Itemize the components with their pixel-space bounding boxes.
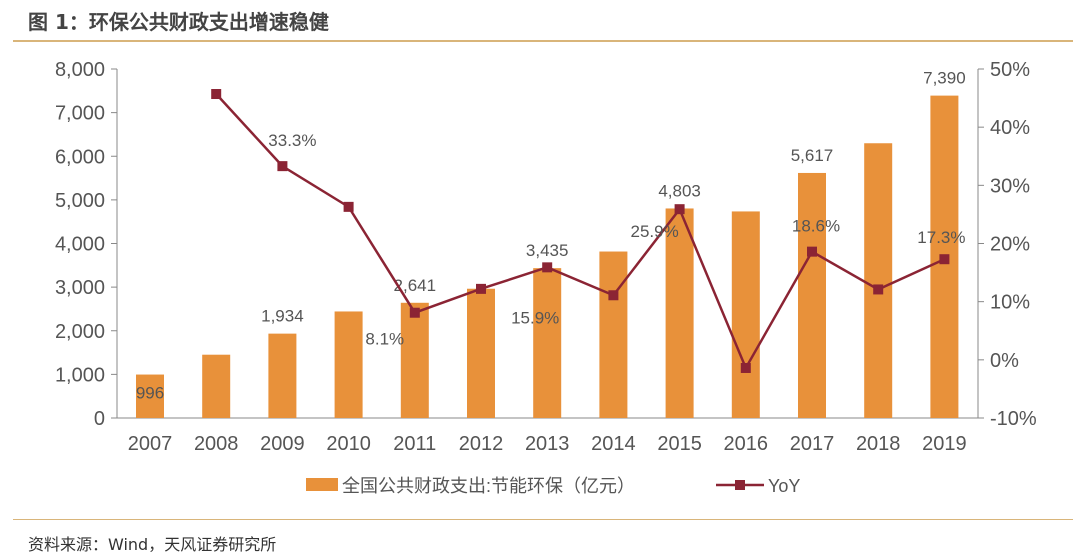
x-tick-label: 2015	[657, 433, 702, 455]
right-tick-label: 50%	[990, 59, 1030, 81]
yoy-marker-2015	[674, 204, 685, 215]
x-tick-label: 2013	[525, 433, 570, 455]
left-tick-label: 2,000	[55, 321, 105, 343]
yoy-marker-2009	[277, 161, 288, 172]
legend-line-label: YoY	[768, 476, 800, 496]
left-tick-label: 6,000	[55, 146, 105, 168]
left-tick-label: 5,000	[55, 190, 105, 212]
yoy-data-label: 8.1%	[365, 330, 404, 349]
bar-2018	[864, 143, 893, 418]
yoy-marker-2013	[542, 262, 553, 273]
bar-2016	[731, 211, 760, 418]
left-tick-label: 0	[94, 408, 105, 430]
x-tick-label: 2012	[459, 433, 504, 455]
yoy-marker-2014	[608, 290, 619, 301]
yoy-data-label: 25.9%	[630, 222, 678, 241]
x-tick-label: 2007	[128, 433, 173, 455]
left-tick-label: 4,000	[55, 234, 105, 256]
chart-title: 图 1：环保公共财政支出增速稳健	[28, 10, 329, 34]
x-tick-label: 2017	[790, 433, 835, 455]
x-tick-label: 2010	[326, 433, 371, 455]
bar-2008	[202, 354, 231, 418]
bar-2017	[798, 172, 826, 418]
bar-data-label: 5,617	[791, 146, 834, 165]
bar-data-label: 3,435	[526, 241, 569, 260]
yoy-data-label: 15.9%	[511, 308, 559, 327]
left-tick-label: 7,000	[55, 103, 105, 125]
left-tick-label: 8,000	[55, 59, 105, 81]
x-tick-label: 2014	[591, 433, 636, 455]
yoy-marker-2019	[939, 254, 950, 265]
bar-data-label: 996	[136, 384, 164, 403]
bar-2010	[334, 311, 363, 418]
x-tick-label: 2008	[194, 433, 239, 455]
yoy-marker-2012	[476, 283, 486, 294]
right-tick-label: 0%	[990, 350, 1019, 372]
right-tick-label: -10%	[990, 408, 1037, 430]
right-tick-label: 40%	[990, 117, 1030, 139]
bar-2015	[665, 208, 694, 418]
yoy-data-label: 17.3%	[917, 228, 965, 247]
left-tick-label: 1,000	[55, 364, 105, 386]
legend-bar-swatch	[306, 478, 338, 491]
yoy-line	[215, 93, 945, 371]
bar-2009	[268, 333, 297, 418]
bar-data-label: 1,934	[261, 307, 304, 326]
yoy-marker-2008	[211, 89, 222, 100]
yoy-marker-2017	[807, 246, 817, 257]
x-tick-label: 2009	[260, 433, 305, 455]
bar-2012	[467, 288, 495, 418]
bar-2011	[400, 302, 429, 418]
bar-data-label: 2,641	[394, 276, 437, 295]
left-tick-label: 3,000	[55, 277, 105, 299]
yoy-data-label: 33.3%	[268, 131, 316, 150]
yoy-data-label: 18.6%	[792, 217, 840, 236]
yoy-marker-2018	[873, 284, 884, 295]
x-tick-label: 2016	[724, 433, 769, 455]
right-tick-label: 30%	[990, 175, 1030, 197]
bar-data-label: 4,803	[658, 181, 701, 200]
yoy-marker-2016	[740, 362, 751, 373]
bar-data-label: 7,390	[923, 69, 966, 88]
x-tick-label: 2011	[393, 433, 436, 455]
x-tick-label: 2018	[856, 433, 901, 455]
legend-line-marker	[735, 480, 745, 490]
yoy-marker-2010	[343, 201, 354, 212]
right-tick-label: 20%	[990, 234, 1030, 256]
title-divider	[13, 40, 1073, 42]
yoy-marker-2011	[409, 307, 420, 318]
bar-2007	[136, 374, 164, 418]
right-tick-label: 10%	[990, 292, 1030, 314]
bar-2014	[599, 251, 628, 418]
footer-divider	[13, 519, 1073, 520]
x-tick-label: 2019	[922, 433, 967, 455]
legend-bar-label: 全国公共财政支出:节能环保（亿元）	[342, 476, 635, 496]
source-note: 资料来源：Wind，天风证券研究所	[28, 535, 277, 554]
bar-2013	[533, 268, 562, 418]
